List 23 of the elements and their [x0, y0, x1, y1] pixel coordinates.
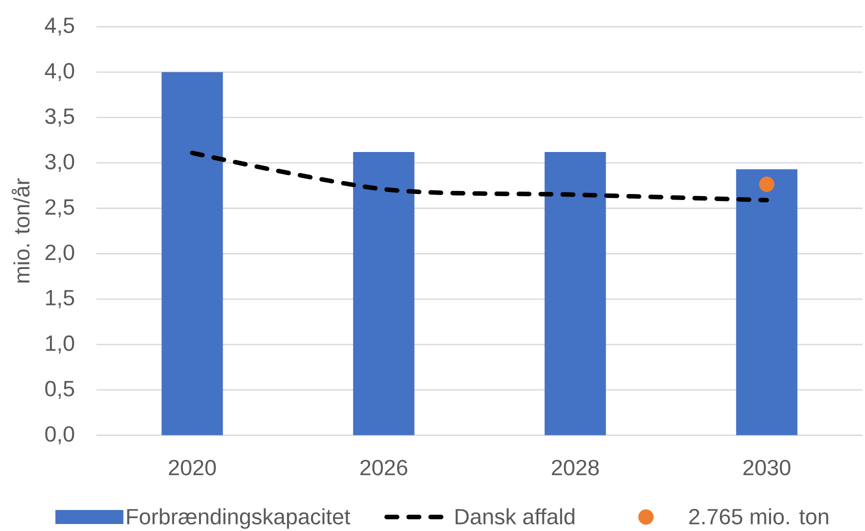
y-tick-label: 1,5	[46, 290, 74, 308]
bar	[353, 152, 414, 436]
y-tick-label: 2,5	[46, 199, 74, 218]
bar	[736, 169, 798, 436]
bar	[162, 72, 223, 436]
y-tick-label: 4,5	[44, 18, 74, 36]
y-tick-label: 1,0	[46, 335, 74, 354]
bar	[544, 152, 606, 436]
line-series	[190, 150, 770, 202]
y-axis-title: mio. ton/år	[12, 178, 30, 283]
legend-label: Forbrændingskapacitet	[127, 508, 350, 529]
y-tick-label: 3,5	[45, 108, 74, 127]
y-tick-label: 0,0	[45, 426, 74, 444]
legend-label: Dansk affald	[456, 508, 574, 524]
legend-label: 2.765 mio. ton	[689, 508, 828, 524]
y-tick-label: 0,5	[45, 380, 74, 399]
y-tick-label: 2,0	[46, 244, 74, 263]
x-tick-label: 2020	[168, 460, 216, 476]
x-tick-label: 2026	[360, 460, 408, 476]
y-tick-label: 3,0	[45, 154, 74, 172]
x-tick-label: 2030	[743, 460, 790, 476]
y-tick-label: 4,0	[44, 63, 74, 82]
x-tick-label: 2028	[552, 460, 599, 476]
